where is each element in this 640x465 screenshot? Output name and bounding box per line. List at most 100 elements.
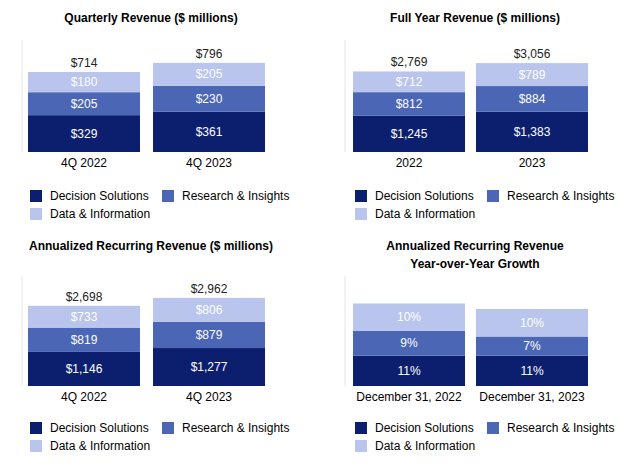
data-label: $205 [71, 97, 98, 111]
data-label: $361 [196, 125, 223, 139]
legend-label: Decision Solutions [50, 421, 149, 435]
data-label: $1,383 [514, 125, 551, 139]
bar-segment [28, 352, 140, 386]
category-label: December 31, 2023 [479, 390, 585, 404]
data-label: $329 [71, 127, 98, 141]
legend: Decision Solutions Research & Insights Dat… [30, 189, 289, 221]
bar-segment [353, 356, 465, 386]
data-label: $180 [71, 75, 98, 89]
category-label: 4Q 2023 [186, 390, 232, 404]
data-label: $789 [519, 68, 546, 82]
data-label: $884 [519, 92, 546, 106]
bar-segment [153, 63, 265, 86]
legend-label: Research & Insights [182, 189, 289, 203]
legend-label: Research & Insights [507, 421, 614, 435]
data-label: 10% [520, 316, 544, 330]
bar-segment [153, 348, 265, 386]
legend-label: Data & Information [50, 207, 150, 221]
labels: $1,146$819$733$2,6984Q 2022$1,277$879$80… [61, 282, 232, 404]
data-label: 9% [400, 336, 418, 350]
legend-label: Decision Solutions [375, 421, 474, 435]
bars [353, 304, 588, 387]
data-label: 7% [523, 339, 541, 353]
legend-swatch [30, 208, 42, 220]
data-label: $733 [71, 310, 98, 324]
value-axis [22, 40, 23, 152]
legend-label: Data & Information [375, 207, 475, 221]
legend-label: Decision Solutions [50, 189, 149, 203]
legend-swatch [355, 208, 367, 220]
data-label: $205 [196, 67, 223, 81]
bar-segment [153, 298, 265, 322]
data-label: $812 [396, 97, 423, 111]
figure: Quarterly Revenue ($ millions) $329 $205 $1… [0, 0, 640, 465]
bar-segment [476, 337, 588, 356]
labels: $1,245 $812 $712 $2,769 2022 $1,383 $884 $789 $3… [391, 47, 551, 170]
legend-swatch [30, 422, 42, 434]
value-axis [22, 276, 23, 386]
bar-segment [476, 63, 588, 86]
bar-segment [28, 115, 140, 152]
chart: Annualized Recurring RevenueYear-over-Ye… [345, 239, 614, 453]
legend-label: Decision Solutions [375, 189, 474, 203]
data-label: 10% [397, 310, 421, 324]
data-label: 11% [397, 364, 420, 378]
bar-segment [353, 71, 465, 92]
legend: Decision Solutions Research & Insights Dat… [355, 421, 614, 453]
bar-segment [28, 72, 140, 92]
total-label: $2,769 [391, 55, 428, 69]
labels: 11%9%10%December 31, 202211%7%10%Decembe… [356, 310, 585, 404]
data-label: $712 [396, 75, 423, 89]
bar-segment [476, 356, 588, 386]
chart-title: Quarterly Revenue ($ millions) [64, 11, 237, 25]
bars [353, 63, 588, 152]
bar-segment [353, 331, 465, 356]
data-label: $819 [71, 333, 98, 347]
bar-segment [153, 86, 265, 112]
category-label: 4Q 2022 [61, 390, 107, 404]
category-label: 2022 [396, 156, 423, 170]
data-label: $230 [196, 92, 223, 106]
legend-swatch [162, 190, 174, 202]
legend-label: Data & Information [375, 439, 475, 453]
chart-subtitle: Year-over-Year Growth [410, 257, 539, 271]
legend-swatch [162, 422, 174, 434]
bar-segment [353, 92, 465, 116]
chart: Quarterly Revenue ($ millions) $329 $205 $1… [22, 11, 289, 221]
total-label: $3,056 [514, 47, 551, 61]
total-label: $796 [196, 47, 223, 61]
legend-swatch [487, 190, 499, 202]
data-label: $879 [196, 328, 223, 342]
chart-title: Annualized Recurring Revenue ($ millions… [29, 239, 273, 253]
legend-swatch [355, 190, 367, 202]
value-axis [345, 40, 346, 152]
legend-swatch [30, 190, 42, 202]
bar-segment [476, 309, 588, 337]
total-label: $2,698 [66, 290, 103, 304]
value-axis [345, 276, 346, 386]
legend-swatch [355, 440, 367, 452]
bars [28, 298, 265, 386]
category-label: 4Q 2022 [61, 156, 107, 170]
legend-swatch [30, 440, 42, 452]
data-label: $1,277 [191, 360, 228, 374]
bar-segment [28, 92, 140, 115]
data-label: $1,146 [66, 362, 103, 376]
category-label: 4Q 2023 [186, 156, 232, 170]
bar-segment [476, 112, 588, 152]
bar-segment [153, 322, 265, 348]
legend-swatch [487, 422, 499, 434]
legend-label: Research & Insights [182, 421, 289, 435]
total-label: $714 [71, 56, 98, 70]
data-label: $1,245 [391, 127, 428, 141]
bar-segment [353, 116, 465, 152]
bar-segment [28, 306, 140, 328]
total-label: $2,962 [191, 282, 228, 296]
chart: Annualized Recurring Revenue ($ millions… [22, 239, 289, 453]
bar-segment [476, 86, 588, 112]
legend: Decision Solutions Research & Insights Dat… [30, 421, 289, 453]
legend-label: Data & Information [50, 439, 150, 453]
category-label: 2023 [519, 156, 546, 170]
chart-title: Full Year Revenue ($ millions) [390, 11, 560, 25]
legend-swatch [355, 422, 367, 434]
